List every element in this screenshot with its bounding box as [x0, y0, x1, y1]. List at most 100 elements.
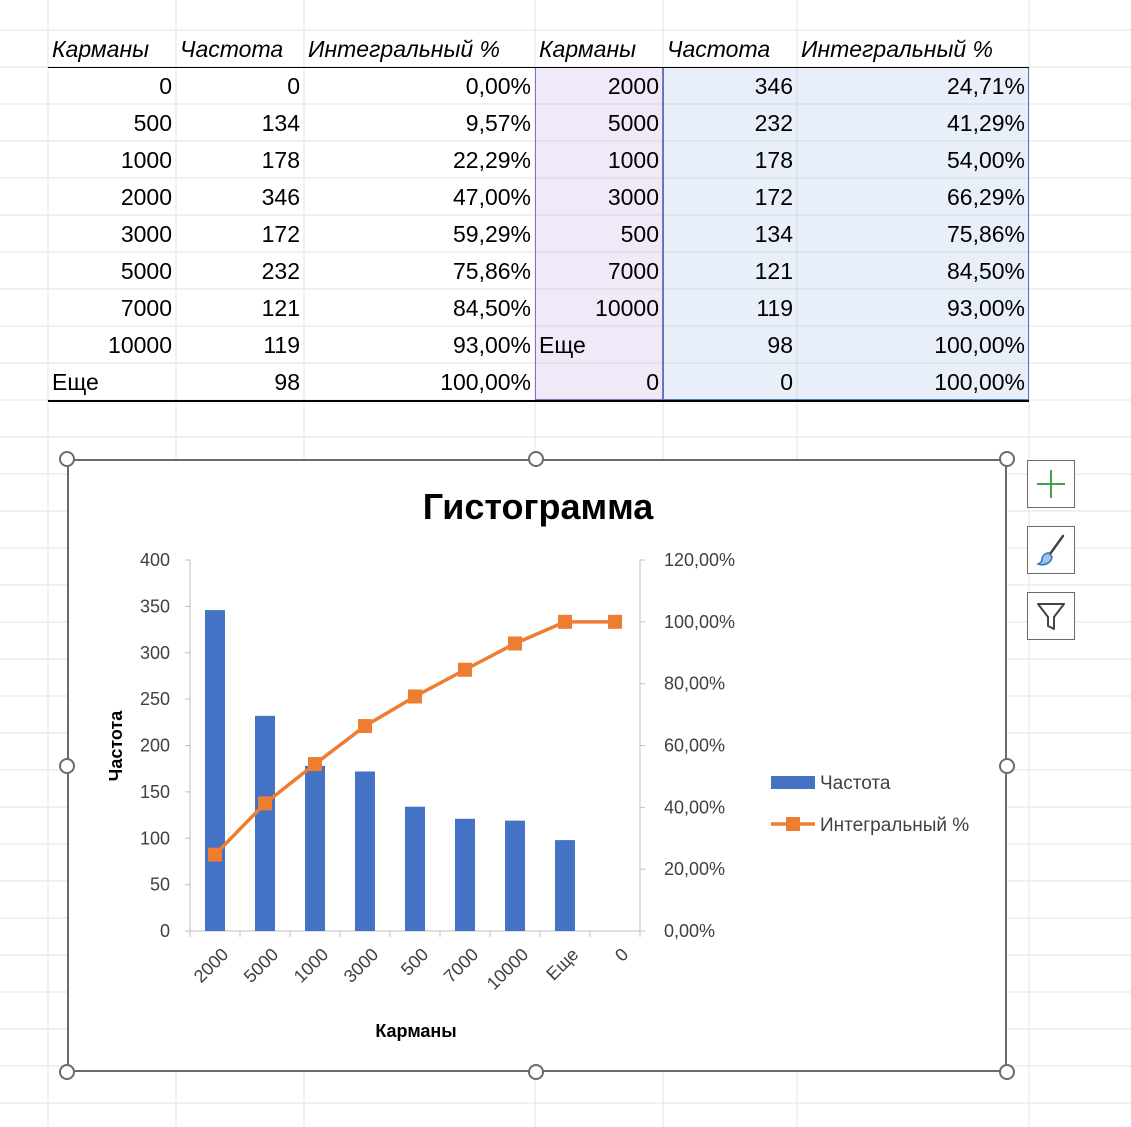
table-cell[interactable]: 41,29%	[946, 110, 1025, 136]
x-tick-label: 10000	[483, 944, 533, 994]
table-cell[interactable]: 134	[261, 110, 300, 136]
spreadsheet-area: Карманы Частота Интегральный % Карманы Часто…	[0, 0, 1131, 410]
bar	[455, 818, 475, 931]
table-cell[interactable]: 59,29%	[452, 221, 531, 247]
chart-object[interactable]: Гистограмма 0 50 100 150 200 250 300 350 400 0,00%…	[67, 459, 1007, 1072]
table-cell[interactable]: 5000	[120, 258, 172, 284]
table-cell[interactable]: 3000	[120, 221, 172, 247]
table-cell[interactable]: 346	[754, 73, 793, 99]
table-cell[interactable]: 84,50%	[452, 295, 531, 321]
chart-elements-button[interactable]	[1027, 460, 1075, 508]
resize-handle-bottom-left[interactable]	[59, 1064, 75, 1080]
legend-label-line: Интегральный %	[820, 815, 969, 836]
x-tick-label: Еще	[542, 944, 582, 984]
header-cell[interactable]: Карманы	[52, 36, 150, 62]
x-tick-label: 7000	[440, 944, 482, 986]
table-cell[interactable]: 9,57%	[465, 110, 531, 136]
y-tick-label: 150	[140, 782, 170, 802]
table-cell[interactable]: 93,00%	[452, 332, 531, 358]
chart-styles-button[interactable]	[1027, 526, 1075, 574]
table-cell[interactable]: 232	[754, 110, 793, 136]
table-cell[interactable]: 119	[756, 295, 793, 321]
y-tick-label: 100	[140, 828, 170, 848]
table-cell[interactable]: 500	[133, 110, 172, 136]
table-cell[interactable]: 172	[754, 184, 793, 210]
table-cell[interactable]: Еще	[52, 369, 99, 395]
y-tick-label: 200	[140, 736, 170, 756]
resize-handle-bottom-right[interactable]	[999, 1064, 1015, 1080]
table-cell[interactable]: 98	[274, 369, 300, 395]
x-tick-label: 5000	[240, 944, 282, 986]
table-cell[interactable]: 75,86%	[452, 258, 531, 284]
table-cell[interactable]: 54,00%	[946, 147, 1025, 173]
line-marker	[558, 614, 572, 629]
table-cell[interactable]: 98	[767, 332, 793, 358]
table-cell[interactable]: 2000	[607, 73, 659, 99]
table-cell[interactable]: 84,50%	[946, 258, 1025, 284]
table-cell[interactable]: 22,29%	[452, 147, 531, 173]
table-cell[interactable]: 0	[646, 369, 659, 395]
table-cell[interactable]: 1000	[120, 147, 172, 173]
table-cell[interactable]: 0	[780, 369, 793, 395]
table-cell[interactable]: 7000	[607, 258, 659, 284]
table-cell[interactable]: 121	[754, 258, 793, 284]
bar	[205, 610, 225, 931]
selection-range-bins[interactable]	[535, 67, 663, 400]
resize-handle-top-center[interactable]	[528, 451, 544, 467]
table-cell[interactable]: 10000	[595, 295, 659, 321]
table-cell[interactable]: 100,00%	[934, 369, 1025, 395]
table-cell[interactable]: 134	[754, 221, 793, 247]
resize-handle-top-left[interactable]	[59, 451, 75, 467]
table-cell[interactable]: 1000	[607, 147, 659, 173]
table-cell[interactable]: 100,00%	[934, 332, 1025, 358]
histogram-chart[interactable]: Гистограмма 0 50 100 150 200 250 300 350 400 0,00%…	[69, 461, 1005, 1070]
table-cell[interactable]: 10000	[108, 332, 172, 358]
bar	[505, 820, 525, 931]
resize-handle-top-right[interactable]	[999, 451, 1015, 467]
table-cell[interactable]: 2000	[120, 184, 172, 210]
bar	[405, 806, 425, 931]
table-row: 1000 178 22,29% 1000 178 54,00%	[48, 142, 1029, 179]
y2-tick-label: 0,00%	[664, 921, 715, 941]
table-cell[interactable]: 66,29%	[946, 184, 1025, 210]
chart-styles-brush-icon	[1036, 534, 1065, 566]
legend-swatch-bars	[771, 776, 815, 789]
resize-handle-bottom-center[interactable]	[528, 1064, 544, 1080]
table-cell[interactable]: 119	[263, 332, 300, 358]
selection-range-values[interactable]	[663, 67, 1029, 400]
x-tick-label: 500	[397, 944, 432, 979]
bar	[555, 840, 575, 931]
line-marker	[458, 662, 472, 677]
table-cell[interactable]: 500	[620, 221, 659, 247]
header-cell[interactable]: Частота	[180, 36, 284, 62]
header-cell[interactable]: Частота	[667, 36, 771, 62]
header-cell[interactable]: Интегральный %	[801, 36, 994, 62]
bar	[305, 765, 325, 931]
table-cell[interactable]: 0,00%	[465, 73, 531, 99]
table-cell[interactable]: 121	[261, 295, 300, 321]
resize-handle-middle-right[interactable]	[999, 758, 1015, 774]
table-cell[interactable]: 93,00%	[946, 295, 1025, 321]
table-cell[interactable]: 3000	[607, 184, 659, 210]
resize-handle-middle-left[interactable]	[59, 758, 75, 774]
table-cell[interactable]: 7000	[120, 295, 172, 321]
table-cell[interactable]: 232	[261, 258, 300, 284]
table-cell[interactable]: 47,00%	[452, 184, 531, 210]
header-cell[interactable]: Интегральный %	[308, 36, 501, 62]
x-tick-label: 0	[611, 944, 632, 965]
table-cell[interactable]: 5000	[607, 110, 659, 136]
y2-tick-label: 20,00%	[664, 859, 725, 879]
table-cell[interactable]: 75,86%	[946, 221, 1025, 247]
table-cell[interactable]: 0	[159, 73, 172, 99]
table-cell[interactable]: 100,00%	[440, 369, 531, 395]
table-cell[interactable]: 172	[261, 221, 300, 247]
table-cell[interactable]: 346	[261, 184, 300, 210]
table-cell[interactable]: 178	[261, 147, 300, 173]
header-cell[interactable]: Карманы	[539, 36, 637, 62]
chart-filters-button[interactable]	[1027, 592, 1075, 640]
table-cell[interactable]: 0	[287, 73, 300, 99]
table-cell[interactable]: 178	[754, 147, 793, 173]
table-cell[interactable]: Еще	[539, 332, 586, 358]
table-cell[interactable]: 24,71%	[946, 73, 1025, 99]
table-row: Еще 98 100,00% 0 0 100,00%	[48, 364, 1029, 401]
